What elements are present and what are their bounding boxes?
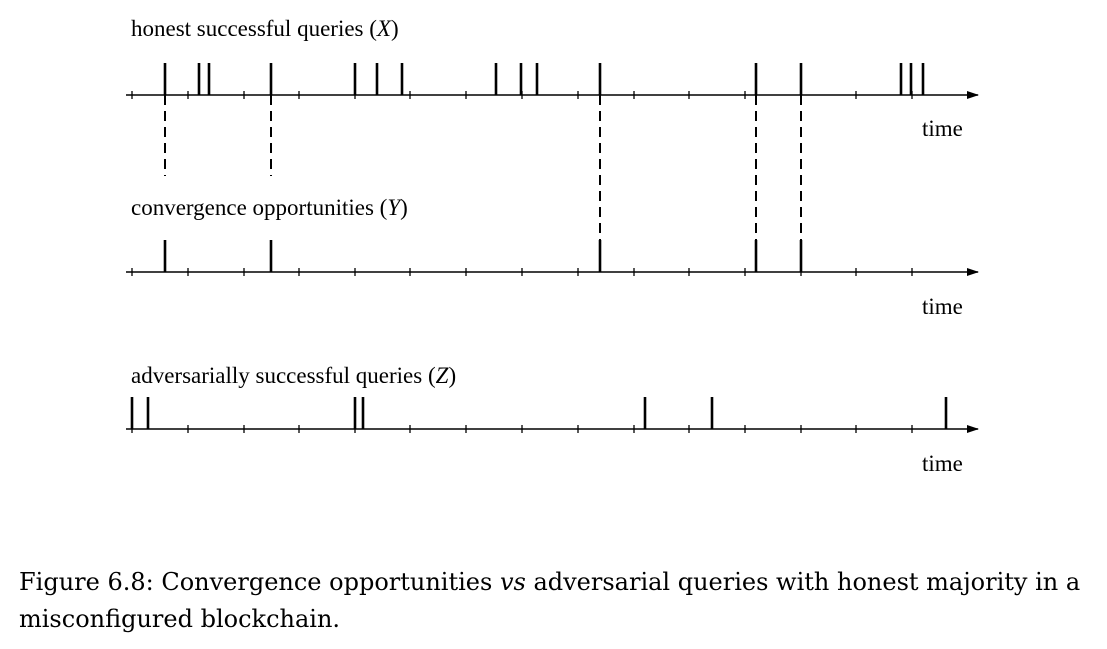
timeline-label: adversarially successful queries (Z)	[131, 363, 456, 388]
caption-prefix: Figure 6.8: Convergence opportunities	[19, 568, 500, 596]
timeline-label-text: honest successful queries (	[131, 16, 377, 41]
timeline-label-close: )	[448, 363, 456, 388]
time-label: time	[922, 116, 963, 141]
caption-emphasis: vs	[499, 568, 526, 596]
timeline-label-text: convergence opportunities (	[131, 195, 387, 220]
timeline-x: honest successful queries (X) time	[126, 16, 979, 141]
time-label: time	[922, 294, 963, 319]
time-label: time	[922, 451, 963, 476]
timeline-label-text: adversarially successful queries (	[131, 363, 436, 388]
timeline-variable: Y	[387, 195, 402, 220]
timeline-y: convergence opportunities (Y) time	[126, 195, 979, 319]
timeline-variable: X	[376, 16, 392, 41]
timeline-label-close: )	[391, 16, 399, 41]
timeline-label: convergence opportunities (Y)	[131, 195, 408, 220]
timeline-z: adversarially successful queries (Z) time	[126, 363, 979, 476]
figure-caption: Figure 6.8: Convergence opportunities vs…	[19, 564, 1099, 638]
timeline-diagram: honest successful queries (X)timeconverg…	[126, 16, 979, 476]
caption-suffix: adversarial queries with honest majority…	[19, 568, 1081, 633]
timeline-label: honest successful queries (X)	[131, 16, 399, 41]
timeline-label-close: )	[400, 195, 408, 220]
timeline-variable: Z	[436, 363, 449, 388]
dashed-links	[164, 95, 802, 240]
